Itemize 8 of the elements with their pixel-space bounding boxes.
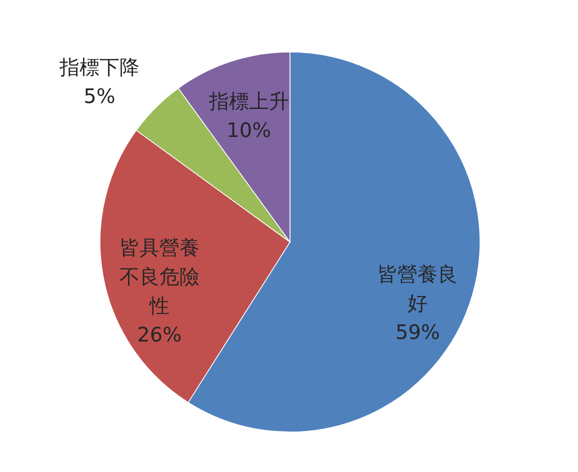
data-label: 10% — [226, 118, 272, 142]
data-label: 59% — [395, 320, 440, 344]
slice-label: 皆具營養不良危險性 — [119, 235, 200, 318]
data-label: 5% — [84, 84, 116, 108]
slice-label: 皆營養良好 — [378, 262, 458, 316]
slice-label: 指標上升 — [208, 89, 289, 114]
slice-label: 指標下降 — [58, 54, 140, 79]
data-label: 26% — [137, 322, 182, 346]
